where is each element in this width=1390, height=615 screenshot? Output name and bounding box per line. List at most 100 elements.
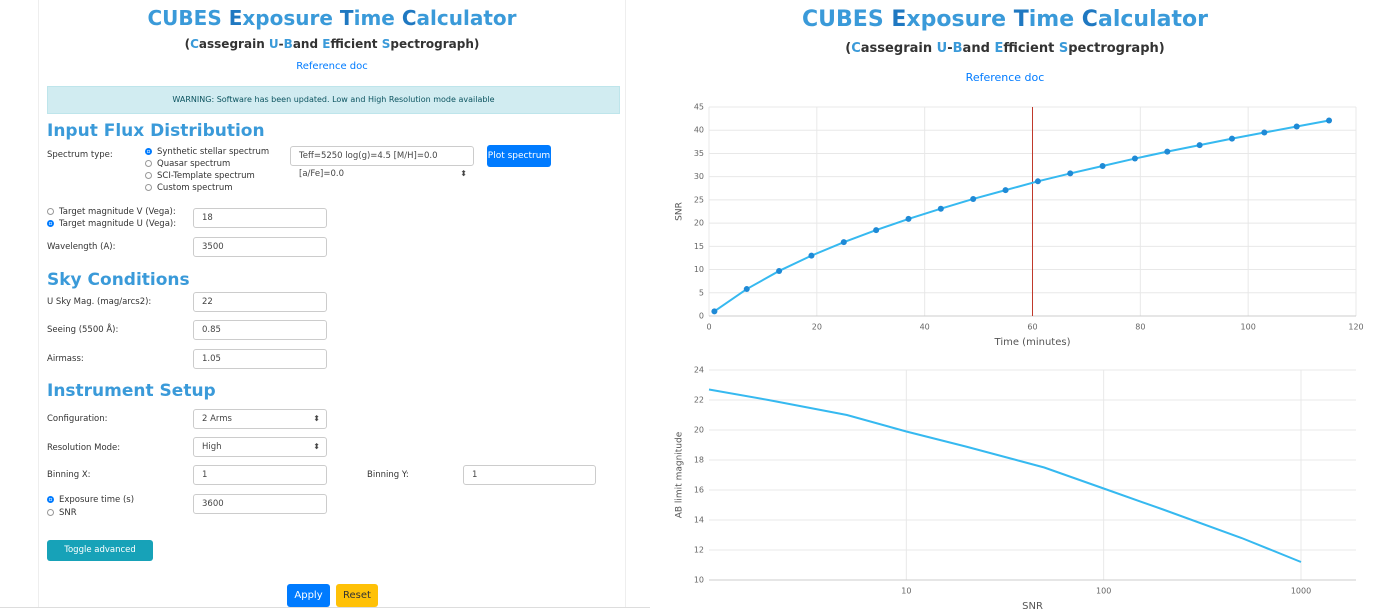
y-tick-label: 20 bbox=[694, 219, 704, 228]
point bbox=[808, 252, 815, 259]
y-axis-label: AB limit magnitude bbox=[675, 431, 685, 518]
point bbox=[743, 286, 750, 293]
button[interactable]: Plot spectrum bbox=[487, 145, 551, 167]
point bbox=[1131, 155, 1138, 162]
point bbox=[937, 205, 944, 212]
radio-label: Target magnitude V (Vega): bbox=[59, 207, 176, 217]
input[interactable]: 3600 bbox=[193, 494, 327, 514]
point bbox=[1228, 135, 1235, 142]
x-tick-label: 0 bbox=[706, 323, 711, 332]
label: Resolution Mode: bbox=[47, 443, 121, 453]
x-tick-label: 120 bbox=[1348, 323, 1363, 332]
label: U Sky Mag. (mag/arcs2): bbox=[47, 297, 152, 307]
point bbox=[873, 227, 880, 234]
input[interactable]: 18 bbox=[193, 208, 327, 228]
point bbox=[1326, 117, 1333, 124]
label: Wavelength (A): bbox=[47, 242, 116, 252]
x-tick-label: 100 bbox=[1241, 323, 1256, 332]
radio-label: Target magnitude U (Vega): bbox=[59, 219, 177, 229]
point bbox=[1002, 187, 1009, 194]
y-tick-label: 30 bbox=[694, 172, 704, 181]
radio-label: SCI-Template spectrum bbox=[157, 171, 255, 181]
y-tick-label: 40 bbox=[694, 126, 704, 135]
section-heading: Sky Conditions bbox=[47, 270, 190, 290]
point bbox=[1196, 142, 1203, 149]
input[interactable]: 1 bbox=[193, 465, 327, 485]
subtitle: (Cassegrain U-Band Efficient Spectrograp… bbox=[845, 41, 1165, 56]
input[interactable]: 1 bbox=[463, 465, 596, 485]
y-tick-label: 22 bbox=[694, 396, 704, 405]
x-tick-label: 1000 bbox=[1291, 587, 1311, 596]
panel-border bbox=[0, 607, 650, 608]
series-line bbox=[708, 388, 1302, 563]
label: Airmass: bbox=[47, 354, 84, 364]
point bbox=[1067, 170, 1074, 177]
x-tick-label: 80 bbox=[1135, 323, 1145, 332]
radio[interactable]: Exposure time (s) bbox=[47, 495, 134, 505]
label: Binning Y: bbox=[367, 470, 409, 480]
y-tick-label: 20 bbox=[694, 426, 704, 435]
label: Spectrum type: bbox=[47, 150, 113, 160]
select[interactable]: 2 Arms bbox=[193, 409, 327, 429]
input[interactable]: 3500 bbox=[193, 237, 327, 257]
radio-label: SNR bbox=[59, 508, 77, 518]
section-heading: Input Flux Distribution bbox=[47, 121, 265, 141]
radio[interactable]: Synthetic stellar spectrum bbox=[145, 147, 269, 157]
point bbox=[1293, 123, 1300, 130]
y-tick-label: 25 bbox=[694, 195, 704, 204]
radio[interactable]: SNR bbox=[47, 508, 77, 518]
point bbox=[905, 215, 912, 222]
select-value: High bbox=[202, 442, 222, 452]
title: CUBES Exposure Time Calculator bbox=[801, 7, 1208, 32]
button[interactable]: Toggle advanced settings bbox=[47, 540, 153, 576]
button[interactable]: Apply bbox=[287, 584, 330, 607]
input[interactable]: 0.85 bbox=[193, 320, 327, 340]
point bbox=[776, 267, 783, 274]
warning: WARNING: Software has been updated. Low … bbox=[47, 86, 620, 114]
input[interactable]: 1.05 bbox=[193, 349, 327, 369]
select-value: 2 Arms bbox=[202, 414, 232, 424]
x-axis-label: Time (minutes) bbox=[994, 337, 1071, 348]
x-tick-label: 20 bbox=[812, 323, 822, 332]
button[interactable]: Reset bbox=[336, 584, 378, 607]
y-tick-label: 35 bbox=[694, 149, 704, 158]
select[interactable]: High bbox=[193, 437, 327, 457]
input[interactable]: 22 bbox=[193, 292, 327, 312]
point bbox=[1164, 148, 1171, 155]
point bbox=[1099, 162, 1106, 169]
point bbox=[840, 239, 847, 246]
x-axis-label: SNR bbox=[1022, 601, 1043, 612]
label: Configuration: bbox=[47, 414, 108, 424]
subtitle: (Cassegrain U-Band Efficient Spectrograp… bbox=[184, 37, 480, 51]
point bbox=[1034, 178, 1041, 185]
radio-label: Quasar spectrum bbox=[157, 159, 231, 169]
title: CUBES Exposure Time Calculator bbox=[147, 6, 517, 30]
reference-link[interactable]: Reference doc bbox=[965, 71, 1045, 84]
point bbox=[1261, 129, 1268, 136]
panel-border bbox=[38, 0, 39, 607]
y-tick-label: 24 bbox=[694, 366, 704, 375]
y-tick-label: 10 bbox=[694, 576, 704, 585]
x-tick-label: 40 bbox=[920, 323, 930, 332]
radio-label: Custom spectrum bbox=[157, 183, 233, 193]
x-tick-label: 100 bbox=[1096, 587, 1111, 596]
select[interactable]: Teff=5250 log(g)=4.5 [M/H]=0.0 [a/Fe]=0.… bbox=[290, 146, 474, 183]
y-tick-label: 12 bbox=[694, 546, 704, 555]
y-tick-label: 16 bbox=[694, 486, 704, 495]
radio[interactable]: Target magnitude V (Vega): bbox=[47, 207, 176, 217]
series-line bbox=[713, 119, 1330, 313]
reference-link[interactable]: Reference doc bbox=[296, 61, 368, 72]
radio[interactable]: Custom spectrum bbox=[145, 183, 233, 193]
label: Binning X: bbox=[47, 470, 91, 480]
y-tick-label: 45 bbox=[694, 103, 704, 112]
radio-label: Synthetic stellar spectrum bbox=[157, 147, 270, 157]
x-tick-label: 60 bbox=[1027, 323, 1037, 332]
y-tick-label: 14 bbox=[694, 516, 704, 525]
radio[interactable]: SCI-Template spectrum bbox=[145, 171, 255, 181]
y-axis-label: SNR bbox=[675, 202, 685, 221]
panel-border bbox=[625, 0, 626, 607]
radio[interactable]: Target magnitude U (Vega): bbox=[47, 219, 176, 229]
radio[interactable]: Quasar spectrum bbox=[145, 159, 230, 169]
